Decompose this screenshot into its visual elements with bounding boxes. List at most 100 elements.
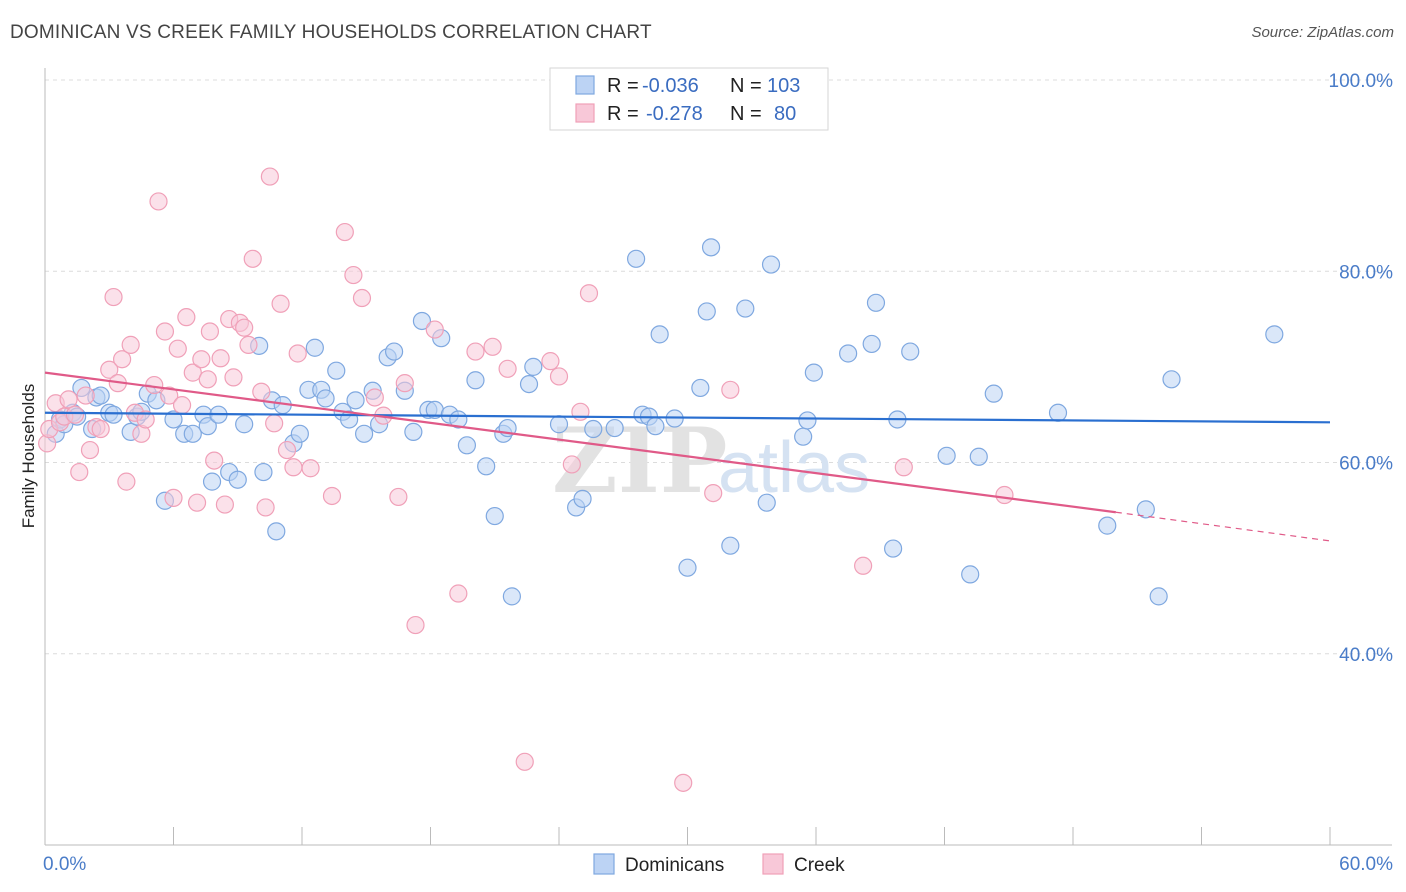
point-dominicans: [839, 344, 858, 363]
point-creek: [344, 265, 363, 285]
point-creek: [894, 458, 913, 477]
point-dominicans: [519, 374, 539, 394]
legend-n-value-2: 80: [774, 103, 796, 125]
point-dominicans: [626, 249, 646, 268]
legend-r-label-1: R =: [607, 75, 639, 97]
point-creek: [215, 495, 234, 514]
point-creek: [243, 249, 262, 268]
point-dominicans: [736, 299, 755, 318]
point-dominicans: [384, 342, 404, 361]
point-creek: [301, 459, 320, 478]
point-dominicans: [691, 378, 710, 398]
point-dominicans: [761, 255, 781, 274]
y-tick-label: 80.0%: [1339, 262, 1393, 283]
point-creek: [425, 320, 444, 339]
point-dominicans: [937, 446, 956, 465]
point-dominicans: [235, 415, 254, 434]
point-creek: [112, 350, 132, 369]
point-creek: [192, 350, 211, 369]
point-creek: [155, 322, 175, 341]
point-creek: [352, 288, 372, 308]
point-creek: [59, 390, 78, 409]
point-creek: [160, 386, 179, 405]
point-dominicans: [305, 338, 324, 357]
point-creek: [395, 374, 414, 393]
point-dominicans: [267, 522, 286, 541]
bottom-legend-label-dominicans: Dominicans: [625, 855, 724, 876]
point-creek: [164, 488, 183, 507]
legend-n-label-2: N =: [730, 103, 762, 125]
point-dominicans: [457, 436, 477, 455]
point-dominicans: [901, 342, 920, 361]
chart-source: Source: ZipAtlas.com: [1251, 24, 1394, 41]
point-dominicans: [316, 389, 335, 408]
point-dominicans: [969, 447, 988, 466]
y-tick-labels: 100.0% 80.0% 60.0% 40.0%: [1329, 71, 1394, 666]
trend-line-creek-extension: [1115, 511, 1331, 542]
point-creek: [252, 382, 271, 401]
point-dominicans: [584, 419, 603, 439]
point-creek: [117, 472, 136, 491]
point-creek: [256, 498, 275, 517]
point-dominicans: [290, 424, 309, 443]
point-dominicans: [862, 334, 881, 354]
point-dominicans: [524, 357, 543, 376]
legend-r-label-2: R =: [607, 103, 639, 125]
point-creek: [277, 440, 297, 460]
point-dominicans: [757, 493, 776, 512]
point-dominicans: [1098, 516, 1117, 535]
point-dominicans: [466, 371, 485, 390]
legend-r-value-1: -0.036: [642, 75, 699, 97]
point-creek: [579, 284, 599, 303]
point-creek: [187, 493, 207, 512]
point-creek: [541, 352, 560, 371]
point-dominicans: [721, 536, 740, 555]
point-creek: [70, 462, 89, 482]
point-dominicans: [798, 411, 817, 430]
point-creek: [265, 414, 284, 433]
point-creek: [498, 359, 517, 378]
point-creek: [271, 294, 290, 313]
point-dominicans: [650, 325, 669, 344]
point-dominicans: [412, 311, 432, 331]
point-creek: [365, 388, 384, 407]
point-creek: [239, 335, 258, 354]
point-creek: [515, 752, 534, 771]
point-dominicans: [1149, 587, 1168, 606]
point-creek: [562, 455, 581, 474]
point-creek: [104, 287, 123, 307]
point-creek: [721, 380, 740, 399]
point-creek: [121, 335, 140, 354]
legend-n-value-1: 103: [767, 75, 800, 97]
point-dominicans: [984, 384, 1003, 403]
correlation-legend: R = -0.036 N = 103 R = -0.278 N = 80: [549, 67, 829, 131]
point-creek: [172, 396, 192, 415]
point-dominicans: [164, 410, 183, 429]
x-tick-label: 60.0%: [1339, 854, 1393, 875]
trend-line-creek: [44, 371, 1116, 514]
y-tick-label: 60.0%: [1339, 454, 1393, 475]
point-creek: [674, 773, 693, 792]
legend-swatch-creek: [575, 103, 595, 123]
point-dominicans: [254, 462, 273, 482]
legend-n-label-1: N =: [730, 75, 762, 97]
point-creek: [389, 487, 408, 507]
point-dominicans: [327, 361, 346, 380]
point-creek: [168, 339, 187, 358]
point-dominicans: [1265, 325, 1284, 344]
point-dominicans: [804, 363, 823, 382]
series-creek: [38, 167, 1014, 792]
point-creek: [549, 367, 569, 386]
point-dominicans: [961, 565, 980, 584]
point-creek: [995, 485, 1014, 505]
point-dominicans: [794, 427, 813, 446]
point-creek: [100, 360, 119, 379]
point-creek: [483, 337, 502, 356]
point-creek: [183, 363, 202, 382]
point-creek: [91, 419, 110, 439]
point-creek: [200, 322, 220, 341]
point-creek: [288, 344, 307, 363]
point-dominicans: [1162, 370, 1181, 389]
point-creek: [80, 440, 100, 460]
point-dominicans: [605, 418, 624, 438]
